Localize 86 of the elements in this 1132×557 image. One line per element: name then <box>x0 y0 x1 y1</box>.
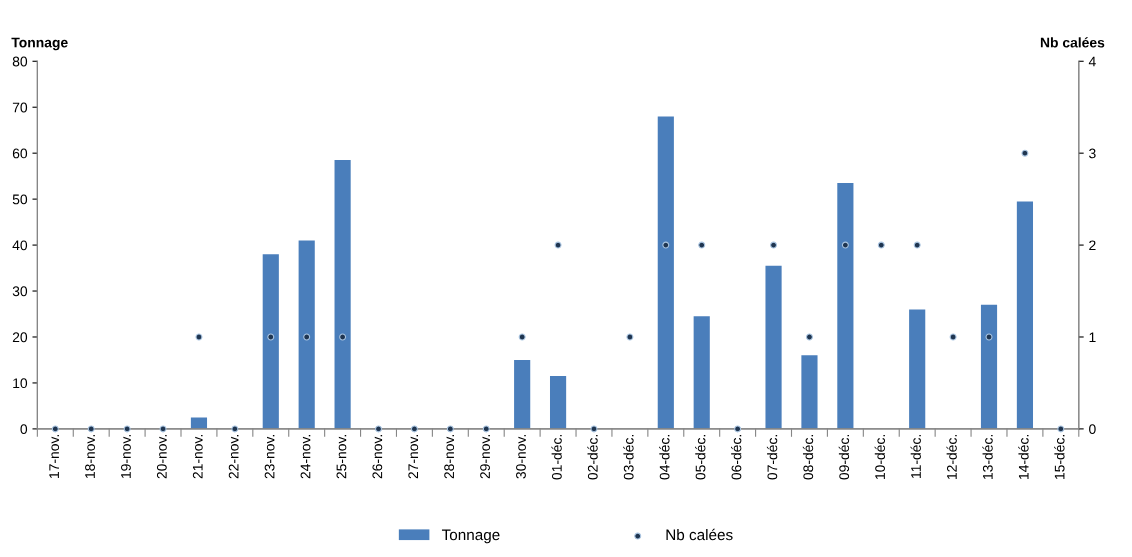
bar <box>909 309 926 429</box>
bar <box>334 160 351 429</box>
x-tick-label: 18-nov. <box>85 435 95 478</box>
point <box>518 333 526 341</box>
x-tick-label: 28-nov. <box>444 435 455 479</box>
point <box>1021 149 1029 157</box>
point <box>626 333 634 341</box>
x-tick-label: 12-déc. <box>946 435 957 480</box>
point <box>87 425 95 433</box>
bar <box>190 417 208 429</box>
y-tick-label: 40 <box>12 240 28 251</box>
y-tick-label: 20 <box>12 332 28 343</box>
x-tick-label: 09-déc. <box>838 435 850 480</box>
point <box>913 241 921 249</box>
point <box>590 425 598 433</box>
x-tick-label: 13-déc. <box>982 435 993 480</box>
bar <box>262 254 279 429</box>
bar <box>693 316 710 429</box>
x-tick-label: 21-nov. <box>192 435 203 479</box>
x-tick-label: 29-nov. <box>480 435 490 479</box>
y-tick-label: 70 <box>12 102 28 113</box>
x-tick-label: 17-nov. <box>49 435 60 478</box>
x-tick-label: 30-nov. <box>516 435 526 479</box>
legend-label: Tonnage <box>441 529 500 544</box>
x-tick-label: 03-déc. <box>623 435 634 480</box>
x-tick-label: 27-nov. <box>408 435 419 479</box>
bar <box>1016 201 1034 429</box>
y2-tick-label: 2 <box>1089 240 1096 251</box>
bar <box>801 355 818 429</box>
point <box>841 241 849 249</box>
x-tick-label: 22-nov. <box>228 435 239 479</box>
bar <box>514 359 531 429</box>
y-tick-label: 80 <box>12 56 28 67</box>
y-tick-label: 50 <box>12 194 28 205</box>
x-tick-label: 15-déc. <box>1054 435 1065 480</box>
bar <box>550 376 567 429</box>
y-axis-title: Tonnage <box>11 37 68 51</box>
x-tick-label: 24-nov. <box>300 435 311 479</box>
y-tick-label: 10 <box>13 378 28 389</box>
point <box>734 425 742 433</box>
y2-tick-label: 0 <box>1089 424 1096 435</box>
y2-tick-label: 3 <box>1089 148 1096 159</box>
bar <box>657 116 674 429</box>
bar <box>980 304 998 429</box>
point <box>339 333 347 341</box>
x-tick-label: 10-déc. <box>874 435 886 480</box>
bar <box>765 265 782 429</box>
x-tick-label: 14-déc. <box>1018 435 1029 480</box>
x-tick-label: 25-nov. <box>336 435 347 479</box>
x-tick-label: 20-nov. <box>156 435 167 479</box>
point <box>770 241 778 249</box>
x-tick-label: 05-déc. <box>695 435 706 480</box>
point <box>446 425 454 433</box>
point <box>375 425 383 433</box>
x-tick-label: 11-déc. <box>910 435 921 478</box>
point <box>482 425 490 433</box>
x-tick-label: 19-nov. <box>121 435 131 478</box>
x-tick-label: 26-nov. <box>372 435 383 479</box>
y2-axis-title: Nb calées <box>1040 37 1105 48</box>
x-tick-label: 23-nov. <box>264 435 275 479</box>
point <box>698 241 706 249</box>
x-tick-label: 07-déc. <box>766 435 778 480</box>
point <box>123 425 131 433</box>
y2-tick-label: 4 <box>1088 56 1096 67</box>
point <box>1057 425 1065 433</box>
x-tick-label: 01-déc. <box>551 435 562 480</box>
point <box>410 425 418 433</box>
x-tick-label: 04-déc. <box>659 435 670 480</box>
point <box>303 333 311 341</box>
y2-tick-label: 1 <box>1089 332 1096 343</box>
y-tick-label: 0 <box>20 424 28 435</box>
point <box>231 425 239 433</box>
y-tick-label: 60 <box>12 148 28 159</box>
y-tick-label: 30 <box>12 286 28 297</box>
x-tick-label: 02-déc. <box>587 435 598 480</box>
legend-label: Nb calées <box>666 528 733 541</box>
x-tick-label: 06-déc. <box>731 435 742 480</box>
point <box>267 333 275 341</box>
bar <box>298 240 315 429</box>
point <box>51 425 59 433</box>
point <box>805 333 813 341</box>
x-tick-label: 08-déc. <box>802 435 814 480</box>
point <box>159 425 167 433</box>
point <box>877 241 885 249</box>
point <box>662 241 670 249</box>
bar <box>837 183 854 429</box>
